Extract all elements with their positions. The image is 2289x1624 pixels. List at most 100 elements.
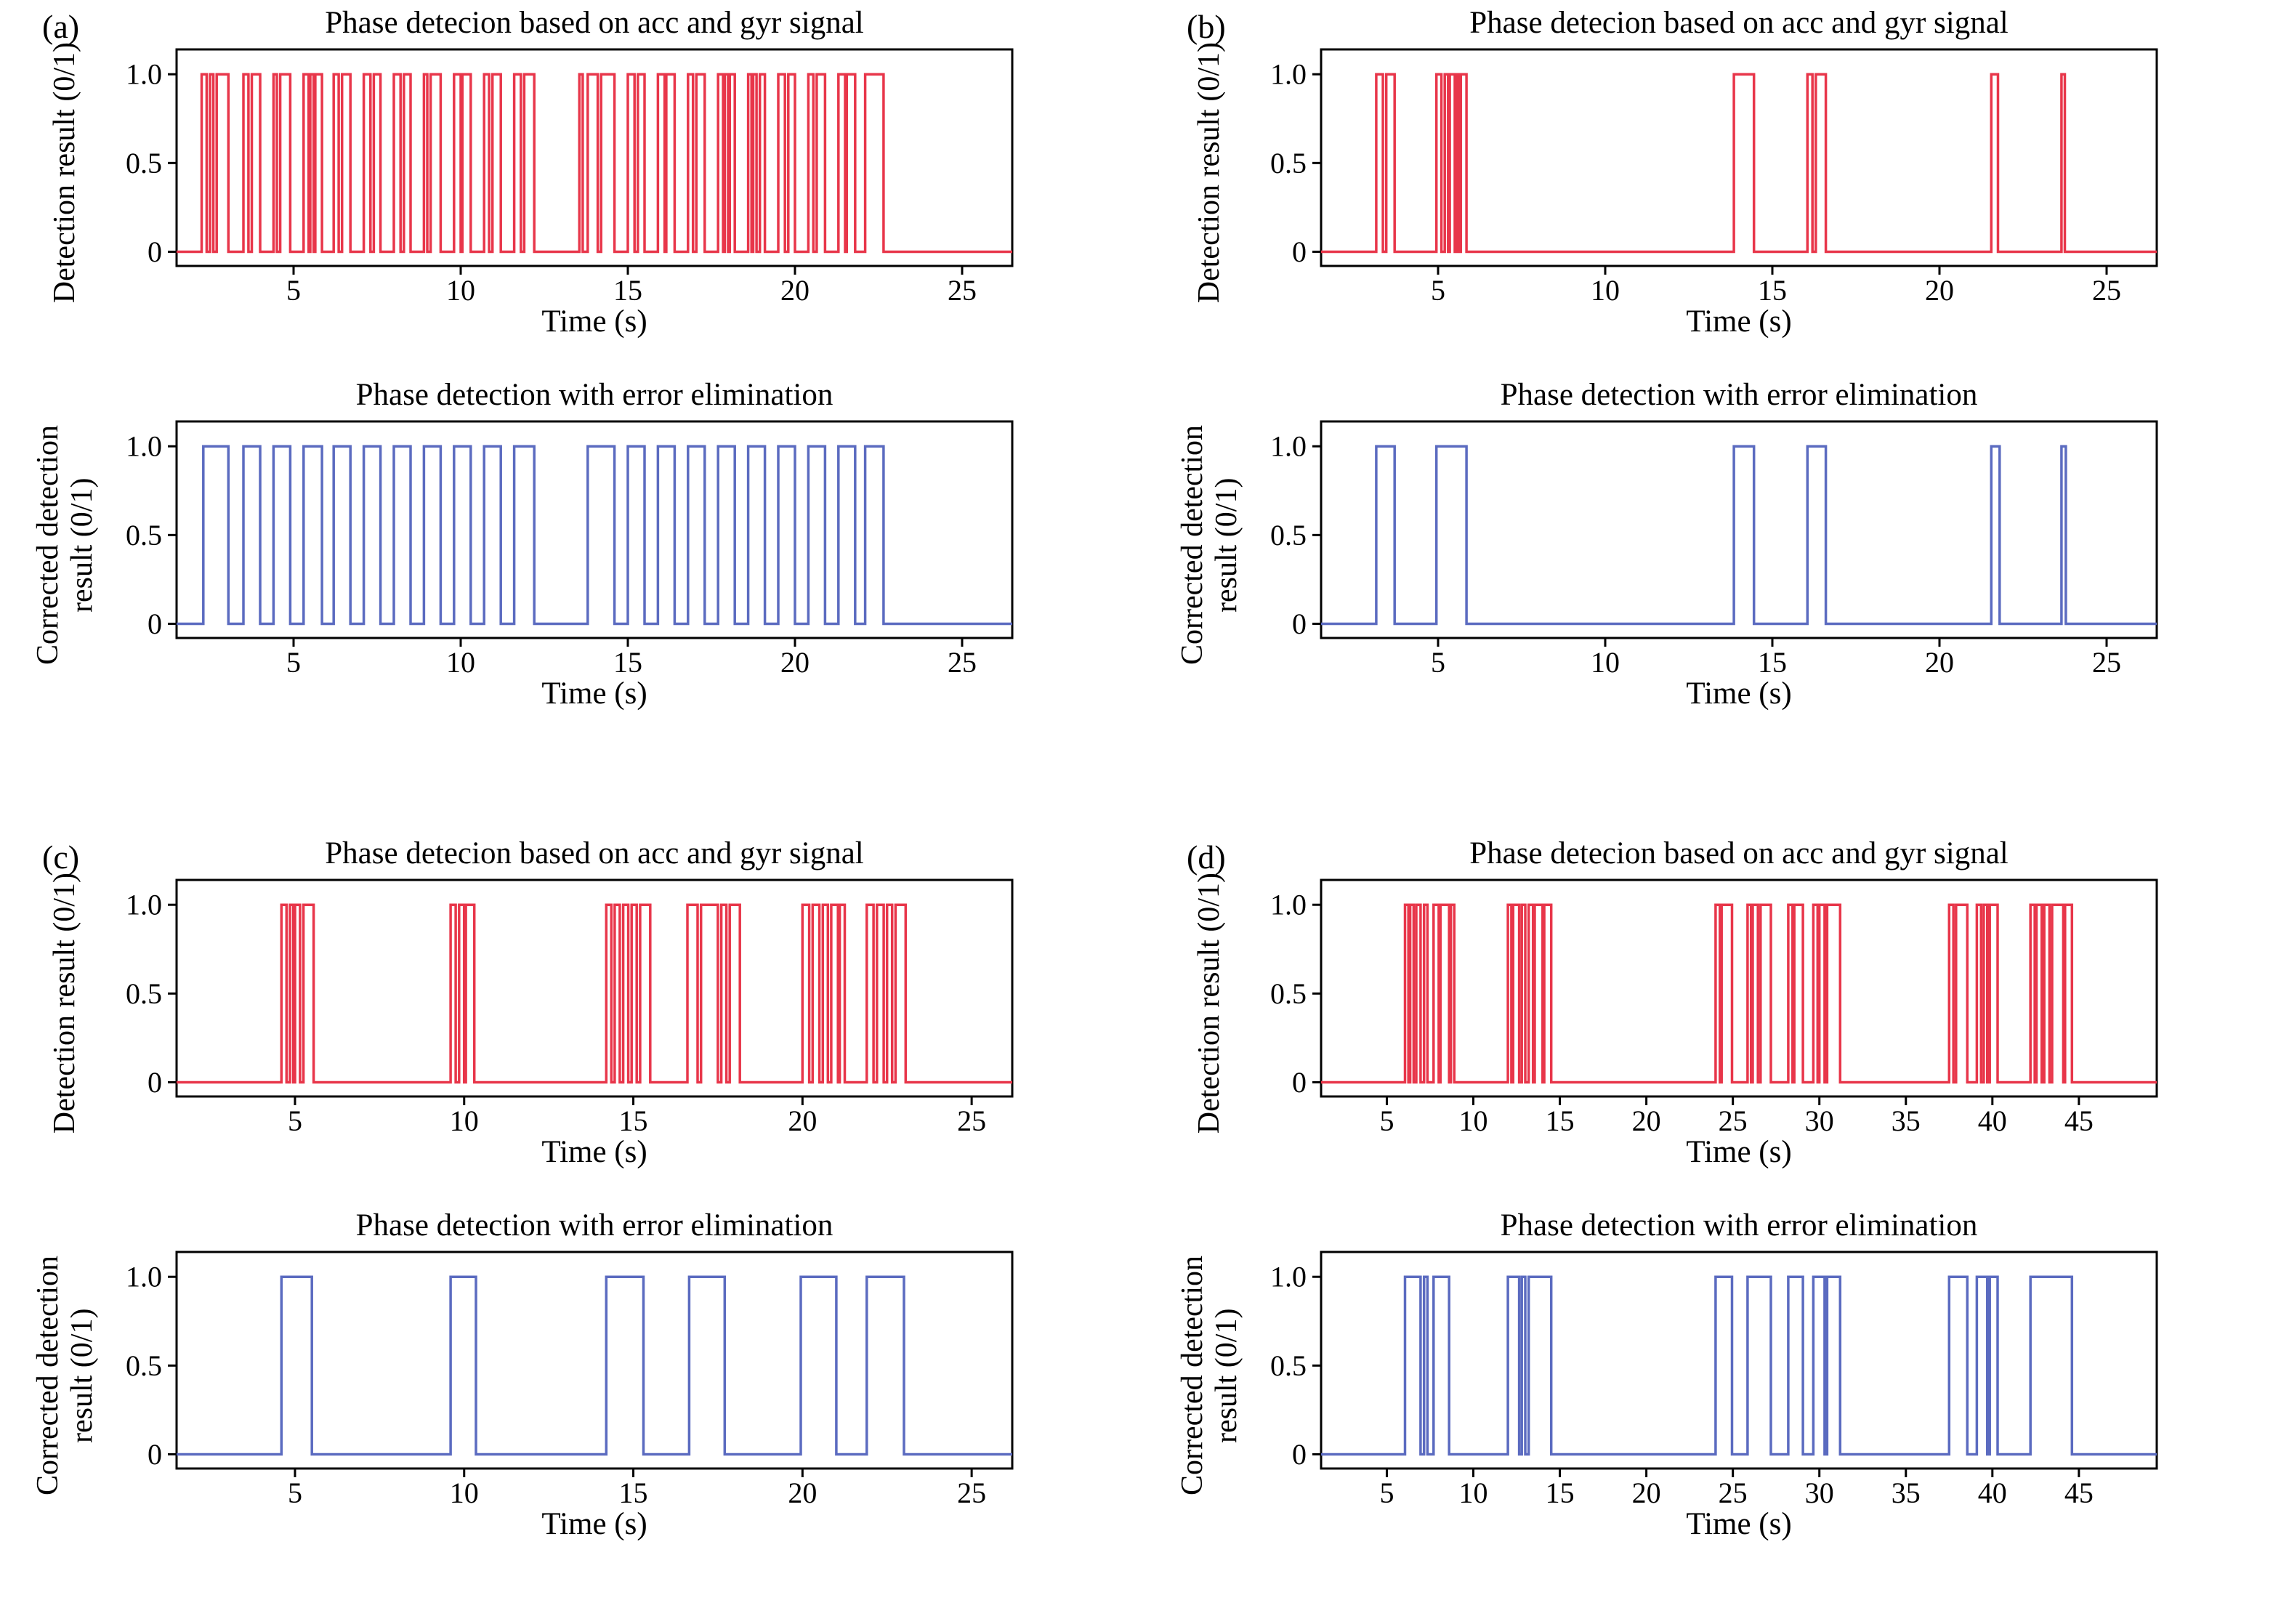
- chart-main: Phase detecion based on acc and gyr sign…: [100, 835, 1023, 1172]
- chart-b-raw: Detection result (0/1) Phase detecion ba…: [1175, 4, 2289, 342]
- svg-text:40: 40: [1978, 1104, 2007, 1134]
- y-axis-label: Detection result (0/1): [1192, 873, 1227, 1134]
- y-axis-label: Detection result (0/1): [48, 42, 82, 304]
- panel-c: (c) Detection result (0/1) Phase detecio…: [0, 833, 1144, 1624]
- svg-text:5: 5: [286, 274, 301, 304]
- chart-main: Phase detection with error elimination 0…: [1245, 376, 2168, 714]
- svg-text:0: 0: [148, 1066, 162, 1099]
- svg-text:0.5: 0.5: [1270, 519, 1307, 552]
- chart-d-corrected: Corrected detection result (0/1) Phase d…: [1175, 1207, 2289, 1544]
- y-axis-label: Detection result (0/1): [1192, 42, 1227, 304]
- y-axis-label-wrap: Detection result (0/1): [31, 4, 100, 342]
- svg-text:10: 10: [1459, 1104, 1488, 1134]
- y-axis-label-wrap: Corrected detection result (0/1): [1175, 1207, 1245, 1544]
- svg-text:25: 25: [2092, 274, 2121, 304]
- svg-text:20: 20: [780, 274, 810, 304]
- svg-text:0.5: 0.5: [1270, 147, 1307, 179]
- svg-text:35: 35: [1892, 1104, 1921, 1134]
- panel-letter-d: (d): [1187, 839, 1226, 876]
- svg-text:1.0: 1.0: [1270, 430, 1307, 463]
- panel-d: (d) Detection result (0/1) Phase detecio…: [1144, 833, 2289, 1624]
- plot-area: 0 0.5 1.0 5 10 15 20 25: [1270, 420, 2158, 676]
- svg-text:10: 10: [1459, 1476, 1488, 1506]
- svg-text:10: 10: [450, 1476, 479, 1506]
- svg-text:20: 20: [1632, 1476, 1661, 1506]
- chart-main: Phase detection with error elimination 0…: [100, 1207, 1023, 1544]
- svg-text:20: 20: [1925, 274, 1954, 304]
- y-axis-label: Corrected detection result (0/1): [1175, 1255, 1243, 1495]
- svg-text:5: 5: [1431, 646, 1445, 676]
- chart-main: Phase detecion based on acc and gyr sign…: [1245, 4, 2168, 342]
- chart-title: Phase detection with error elimination: [355, 1208, 833, 1243]
- svg-text:1.0: 1.0: [1270, 1261, 1307, 1293]
- x-axis-label: Time (s): [541, 304, 647, 339]
- plot-area: 0 0.5 1.0 5 10 15 20 25 30 35 40 45: [1270, 878, 2158, 1134]
- y-axis-label-wrap: Detection result (0/1): [1175, 835, 1245, 1172]
- plot-area: 0 0.5 1.0 5 10 15 20 25: [126, 48, 1014, 304]
- panel-letter-a: (a): [42, 8, 80, 45]
- svg-text:30: 30: [1805, 1476, 1834, 1506]
- svg-text:10: 10: [446, 274, 475, 304]
- svg-text:0.5: 0.5: [126, 1349, 162, 1382]
- panel-a: (a) Detection result (0/1) Phase detecio…: [0, 3, 1144, 793]
- svg-text:0.5: 0.5: [126, 519, 162, 552]
- y-axis-label: Corrected detection result (0/1): [1175, 424, 1243, 665]
- svg-text:15: 15: [613, 646, 642, 676]
- chart-title: Phase detection with error elimination: [1500, 378, 1978, 412]
- svg-text:1.0: 1.0: [126, 430, 162, 463]
- chart-main: Phase detecion based on acc and gyr sign…: [100, 4, 1023, 342]
- svg-text:45: 45: [2064, 1104, 2094, 1134]
- svg-text:15: 15: [1758, 646, 1787, 676]
- svg-text:20: 20: [788, 1104, 817, 1134]
- svg-text:15: 15: [1758, 274, 1787, 304]
- svg-text:0.5: 0.5: [1270, 977, 1307, 1010]
- svg-text:25: 25: [957, 1476, 986, 1506]
- svg-text:20: 20: [1925, 646, 1954, 676]
- svg-text:10: 10: [1591, 274, 1620, 304]
- svg-text:20: 20: [780, 646, 810, 676]
- y-axis-label: Detection result (0/1): [48, 873, 82, 1134]
- chart-title: Phase detecion based on acc and gyr sign…: [1469, 836, 2009, 870]
- svg-text:25: 25: [2092, 646, 2121, 676]
- chart-b-corrected: Corrected detection result (0/1) Phase d…: [1175, 376, 2289, 714]
- svg-text:0: 0: [1292, 235, 1307, 268]
- y-axis-label-wrap: Corrected detection result (0/1): [1175, 376, 1245, 714]
- chart-title: Phase detecion based on acc and gyr sign…: [1469, 6, 2009, 40]
- svg-text:0.5: 0.5: [126, 977, 162, 1010]
- svg-text:5: 5: [288, 1476, 302, 1506]
- chart-d-raw: Detection result (0/1) Phase detecion ba…: [1175, 835, 2289, 1172]
- y-axis-label-wrap: Corrected detection result (0/1): [31, 376, 100, 714]
- x-axis-label: Time (s): [1686, 304, 1792, 339]
- svg-text:5: 5: [1379, 1476, 1394, 1506]
- y-axis-label: Corrected detection result (0/1): [31, 1255, 99, 1495]
- chart-title: Phase detecion based on acc and gyr sign…: [325, 6, 864, 40]
- svg-text:0: 0: [148, 235, 162, 268]
- y-axis-label: Corrected detection result (0/1): [31, 424, 99, 665]
- x-axis-label: Time (s): [1686, 676, 1792, 711]
- svg-text:0: 0: [1292, 1066, 1307, 1099]
- plot-area: 0 0.5 1.0 5 10 15 20 25: [126, 1251, 1014, 1506]
- chart-a-raw: Detection result (0/1) Phase detecion ba…: [31, 4, 1144, 342]
- svg-text:10: 10: [450, 1104, 479, 1134]
- svg-text:5: 5: [1379, 1104, 1394, 1134]
- plot-area: 0 0.5 1.0 5 10 15 20 25 30 35 40 45: [1270, 1251, 2158, 1506]
- svg-text:0: 0: [148, 607, 162, 640]
- plot-area: 0 0.5 1.0 5 10 15 20 25: [1270, 48, 2158, 304]
- chart-a-corrected: Corrected detection result (0/1) Phase d…: [31, 376, 1144, 714]
- svg-text:25: 25: [948, 274, 977, 304]
- svg-text:1.0: 1.0: [126, 889, 162, 921]
- svg-text:15: 15: [619, 1104, 648, 1134]
- svg-text:45: 45: [2064, 1476, 2094, 1506]
- svg-text:30: 30: [1805, 1104, 1834, 1134]
- svg-text:15: 15: [1546, 1476, 1575, 1506]
- svg-text:25: 25: [1719, 1476, 1748, 1506]
- panel-b: (b) Detection result (0/1) Phase detecio…: [1144, 3, 2289, 793]
- svg-text:0: 0: [1292, 607, 1307, 640]
- svg-text:25: 25: [957, 1104, 986, 1134]
- y-axis-label-wrap: Detection result (0/1): [31, 835, 100, 1172]
- svg-text:25: 25: [948, 646, 977, 676]
- svg-text:0: 0: [1292, 1438, 1307, 1471]
- svg-text:15: 15: [1546, 1104, 1575, 1134]
- x-axis-label: Time (s): [1686, 1507, 1792, 1541]
